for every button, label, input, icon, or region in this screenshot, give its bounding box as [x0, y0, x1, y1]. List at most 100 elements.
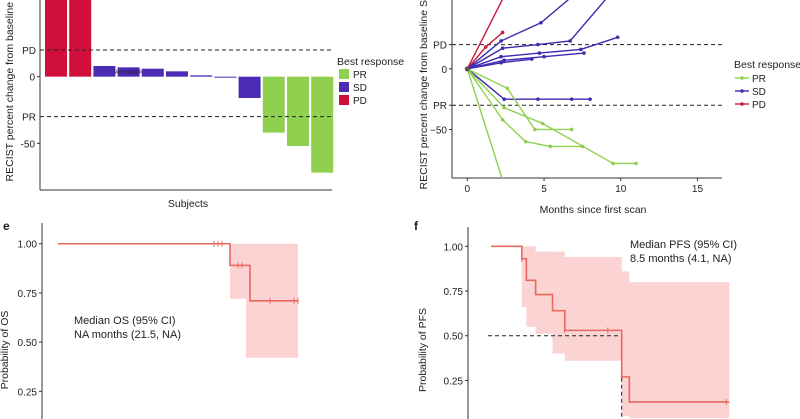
- y-tick-label: 0.50: [18, 338, 38, 349]
- y-tick-label: 0.25: [444, 376, 464, 387]
- legend-marker: [740, 76, 744, 80]
- series-point: [539, 20, 543, 25]
- y-axis-label: Probability of OS: [0, 311, 11, 390]
- waterfall-bar: [190, 75, 213, 77]
- series-point: [708, 183, 712, 187]
- y-tick-label: 0.75: [444, 287, 464, 298]
- series-point: [569, 97, 574, 101]
- waterfall-bar: [287, 76, 309, 146]
- legend-label: SD: [353, 83, 367, 94]
- series-line: [466, 68, 583, 148]
- series-point: [501, 179, 505, 183]
- y-tick-label: PR: [433, 101, 447, 112]
- series-point: [615, 35, 620, 40]
- ci-band: [535, 251, 553, 334]
- series-point: [588, 97, 592, 101]
- series-point: [611, 161, 615, 166]
- series-point: [523, 139, 528, 144]
- legend-title: Best response: [734, 59, 800, 71]
- ref-line-label: PD: [22, 46, 36, 57]
- survival-curve: [58, 242, 298, 302]
- panel-label: e: [3, 219, 10, 233]
- series-point: [569, 127, 574, 132]
- series-point: [540, 121, 545, 126]
- series-point: [536, 97, 540, 101]
- series-point: [500, 30, 505, 35]
- series-point: [663, 186, 667, 190]
- series-point: [502, 105, 506, 110]
- y-tick-label: −50: [430, 125, 447, 136]
- legend-swatch: [339, 82, 349, 92]
- waterfall-bar: [238, 76, 261, 98]
- waterfall-bar: [141, 68, 164, 77]
- waterfall-bar: [69, 0, 92, 77]
- series-line: [466, 68, 503, 178]
- series-line: [466, 0, 607, 70]
- legend-label: PR: [752, 74, 766, 85]
- series-point: [620, 197, 624, 201]
- series-line: [467, 52, 584, 70]
- series-point: [505, 86, 510, 91]
- median-annotation: NA months (21.5, NA): [74, 329, 181, 341]
- series-point: [579, 47, 583, 52]
- ci-band: [552, 251, 565, 354]
- ci-band: [621, 271, 630, 417]
- y-tick-label: 1.00: [18, 240, 38, 251]
- series-point: [536, 42, 540, 47]
- series-point: [502, 97, 506, 101]
- y-tick-label: 1.00: [444, 242, 464, 253]
- series-point: [502, 58, 506, 63]
- series-line: [466, 0, 503, 70]
- legend-marker: [740, 89, 744, 93]
- y-tick-label: 0: [441, 65, 447, 76]
- x-tick-label: 0: [465, 184, 471, 195]
- not-evaluable-label: Not evaluable: [113, 70, 144, 76]
- x-tick-label: 15: [692, 184, 704, 195]
- x-tick-label: 10: [615, 184, 627, 195]
- series-point: [537, 51, 542, 55]
- series-point: [568, 39, 572, 43]
- series-point: [483, 45, 488, 49]
- series-point: [582, 51, 586, 55]
- median-annotation: Median OS (95% CI): [74, 315, 175, 327]
- y-axis-label: RECIST percent change from baseline SLD: [418, 0, 430, 189]
- waterfall-bar: [214, 76, 237, 78]
- panel-label: f: [414, 219, 419, 233]
- series-point: [634, 161, 638, 166]
- ci-band: [564, 257, 622, 361]
- legend-label: SD: [752, 87, 766, 98]
- y-tick-label: -50: [21, 139, 36, 150]
- ci-band: [629, 282, 730, 418]
- survival-curve: [491, 245, 730, 403]
- y-tick-label: 0.50: [444, 332, 464, 343]
- series-point: [536, 183, 540, 187]
- series-point: [542, 54, 546, 59]
- legend-swatch: [339, 69, 349, 79]
- waterfall-bar: [311, 76, 334, 173]
- legend-marker: [740, 102, 744, 106]
- x-axis-label: Months since first scan: [540, 204, 647, 216]
- y-axis-label: RECIST percent change from baseline SLD: [4, 0, 16, 181]
- series-point: [594, 183, 598, 187]
- ref-line-label: PR: [22, 113, 36, 124]
- origin-point: [464, 66, 470, 72]
- legend-label: PR: [353, 70, 367, 81]
- waterfall-bar: [45, 0, 67, 77]
- series-point: [533, 127, 537, 132]
- legend-label: PD: [353, 96, 367, 107]
- waterfall-bar: [166, 71, 188, 77]
- waterfall-bar: [262, 76, 285, 133]
- spider-lines: [466, 0, 712, 201]
- y-tick-label: 0.75: [18, 289, 38, 300]
- ci-band: [230, 243, 246, 299]
- series-point: [548, 144, 552, 149]
- legend-title: Best response: [337, 56, 404, 68]
- legend-label: PD: [752, 100, 766, 111]
- y-tick-label: 0.25: [18, 387, 38, 398]
- x-axis-label: Subjects: [168, 198, 208, 210]
- series-line: [466, 0, 570, 70]
- median-annotation: 8.5 months (4.1, NA): [630, 253, 732, 265]
- x-tick-label: 5: [541, 184, 547, 195]
- waterfall-bar: [93, 66, 116, 77]
- series-point: [499, 54, 503, 59]
